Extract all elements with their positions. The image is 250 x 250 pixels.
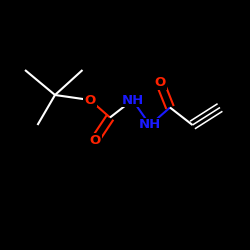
Text: O: O xyxy=(84,94,96,106)
Text: O: O xyxy=(90,134,101,146)
Text: O: O xyxy=(154,76,166,89)
Text: NH: NH xyxy=(122,94,144,106)
Text: NH: NH xyxy=(139,118,161,132)
